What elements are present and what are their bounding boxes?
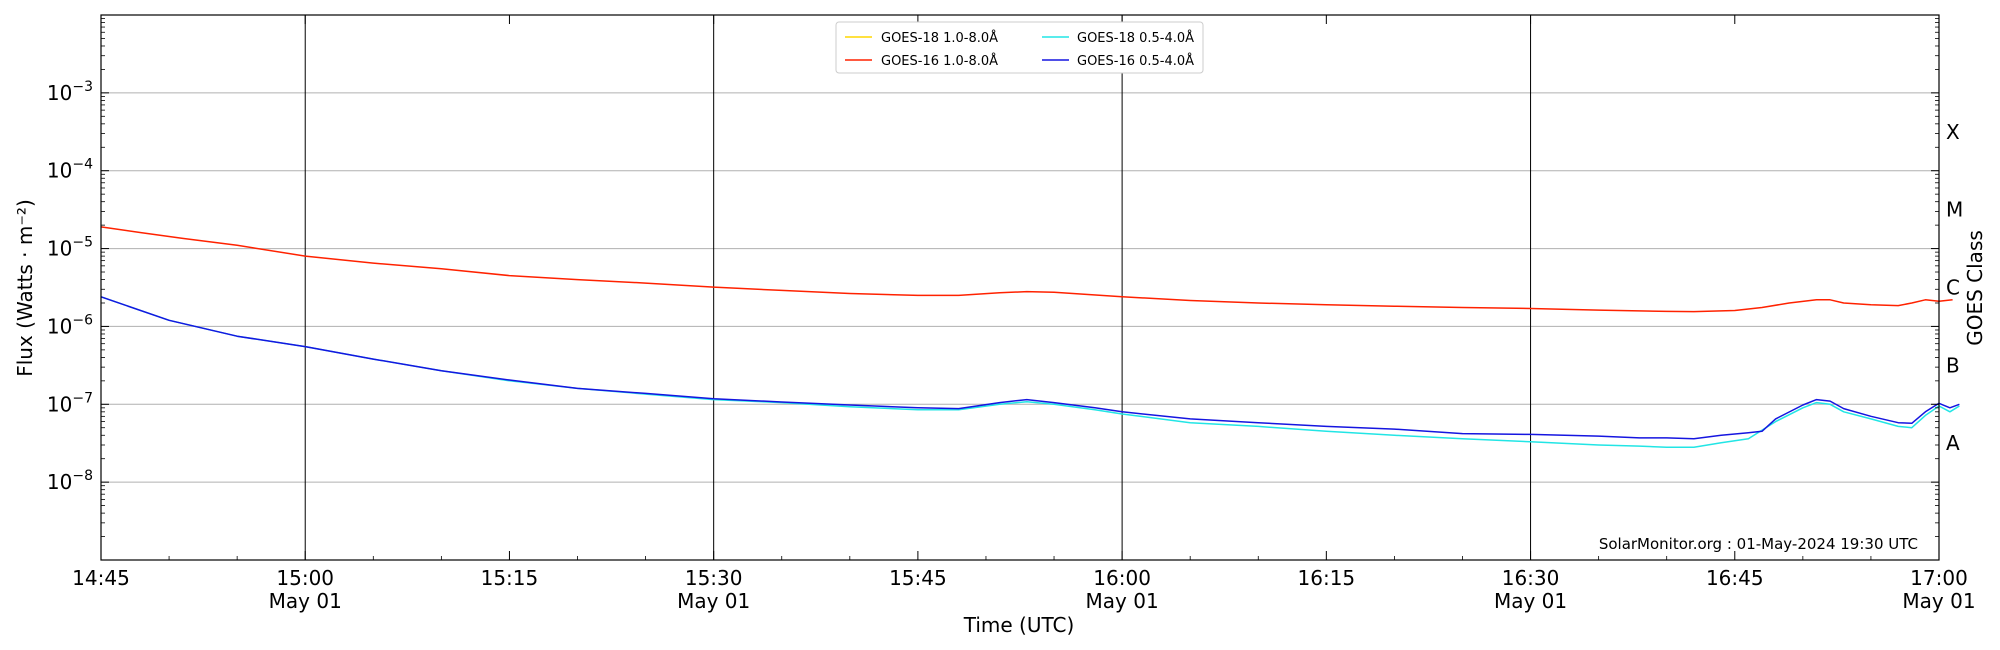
plot-area <box>101 15 1939 560</box>
y-axis-ticks: 10−8 10−7 10−6 10−5 10−4 10−3 <box>47 14 1939 561</box>
goes-class-M: M <box>1946 198 1963 222</box>
legend-box <box>835 21 1204 74</box>
x-tick-label: 16:30 <box>1502 566 1560 590</box>
y-tick-label: 10−8 <box>47 468 93 494</box>
goes-class-C: C <box>1946 276 1960 300</box>
legend: GOES-18 1.0-8.0Å GOES-16 1.0-8.0Å GOES-1… <box>835 21 1204 74</box>
x-tick-label: 14:45 <box>72 566 130 590</box>
series-line-goes16-short <box>100 296 1960 440</box>
x-tick-label: 15:30 <box>685 566 743 590</box>
y-tick-label: 10−7 <box>47 390 93 416</box>
goes-class-B: B <box>1946 353 1960 377</box>
x-tick-label: 16:00 <box>1093 566 1151 590</box>
series-line-goes16-long <box>100 226 1953 313</box>
x-tick-date-label: May 01 <box>1494 589 1567 613</box>
legend-entry-goes16-short: GOES-16 0.5-4.0Å <box>1077 53 1194 69</box>
x-tick-label: 15:45 <box>889 566 947 590</box>
goes-class-X: X <box>1946 120 1960 144</box>
x-tick-label: 16:45 <box>1706 566 1764 590</box>
x-tick-date-label: May 01 <box>269 589 342 613</box>
legend-entry-goes16-long: GOES-16 1.0-8.0Å <box>881 53 998 69</box>
x-tick-label: 16:15 <box>1298 566 1356 590</box>
x-tick-date-label: May 01 <box>1902 589 1975 613</box>
y-tick-label: 10−4 <box>47 157 93 183</box>
y-axis-label: Flux (Watts · m⁻²) <box>13 199 37 377</box>
legend-entry-goes18-short: GOES-18 0.5-4.0Å <box>1077 30 1194 46</box>
y-tick-label: 10−6 <box>47 312 93 338</box>
legend-entry-goes18-long: GOES-18 1.0-8.0Å <box>881 30 998 46</box>
gridlines <box>101 14 1939 561</box>
x-tick-label: 17:00 <box>1910 566 1968 590</box>
date-boundary-lines <box>304 15 1532 560</box>
goes-class-labels: A B C M X <box>1946 120 1963 455</box>
x-tick-label: 15:00 <box>276 566 334 590</box>
goes-class-A: A <box>1946 431 1960 455</box>
credit-text: SolarMonitor.org : 01-May-2024 19:30 UTC <box>1599 535 1918 553</box>
y-tick-label: 10−3 <box>47 79 93 105</box>
y-tick-label: 10−5 <box>47 235 93 261</box>
x-tick-date-label: May 01 <box>677 589 750 613</box>
x-axis-label: Time (UTC) <box>963 613 1075 637</box>
y2-axis-label: GOES Class <box>1963 230 1987 346</box>
x-tick-label: 15:15 <box>481 566 539 590</box>
x-tick-date-label: May 01 <box>1086 589 1159 613</box>
plot-frame <box>100 14 1940 561</box>
series-lines <box>100 226 1960 449</box>
